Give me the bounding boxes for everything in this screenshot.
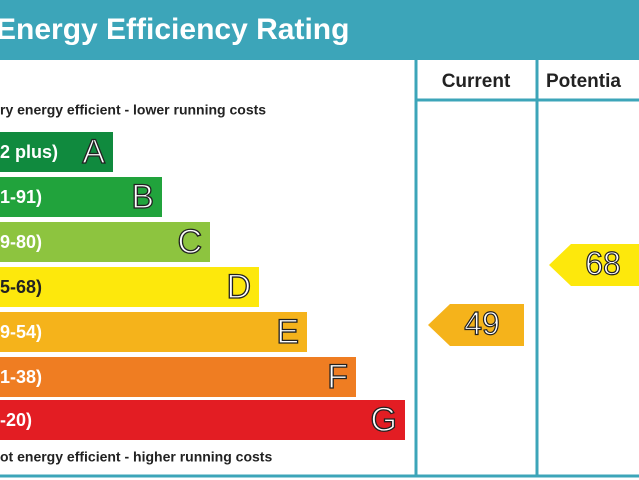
band-range: 1-38) (0, 367, 42, 387)
header-bar (0, 0, 639, 60)
band-range: 5-68) (0, 277, 42, 297)
band (0, 132, 113, 172)
bottom-note: ot energy efficient - higher running cos… (0, 449, 272, 465)
band-letter: E (276, 313, 299, 351)
band (0, 400, 405, 440)
band-range: 2 plus) (0, 142, 58, 162)
title: Energy Efficiency Rating (0, 13, 349, 46)
band-letter: D (226, 268, 251, 306)
column-header: Potentia (546, 71, 621, 92)
band-letter: G (371, 401, 397, 439)
band-range: -20) (0, 410, 32, 430)
band-range: 1-91) (0, 187, 42, 207)
band-range: 9-54) (0, 322, 42, 342)
potential-value: 68 (585, 245, 621, 281)
potential-arrow: 68 (549, 244, 639, 286)
current-arrow: 49 (428, 304, 524, 346)
band-letter: A (82, 133, 105, 171)
band (0, 312, 307, 352)
current-value: 49 (464, 305, 500, 341)
band (0, 267, 259, 307)
top-note: ry energy efficient - lower running cost… (0, 102, 266, 118)
band (0, 357, 356, 397)
band (0, 177, 162, 217)
frame (0, 60, 639, 478)
band-range: 9-80) (0, 232, 42, 252)
band-letter: F (327, 358, 348, 396)
band-letter: C (177, 223, 202, 261)
band-letter: B (131, 178, 154, 216)
band (0, 222, 210, 262)
column-header: Current (442, 71, 511, 92)
